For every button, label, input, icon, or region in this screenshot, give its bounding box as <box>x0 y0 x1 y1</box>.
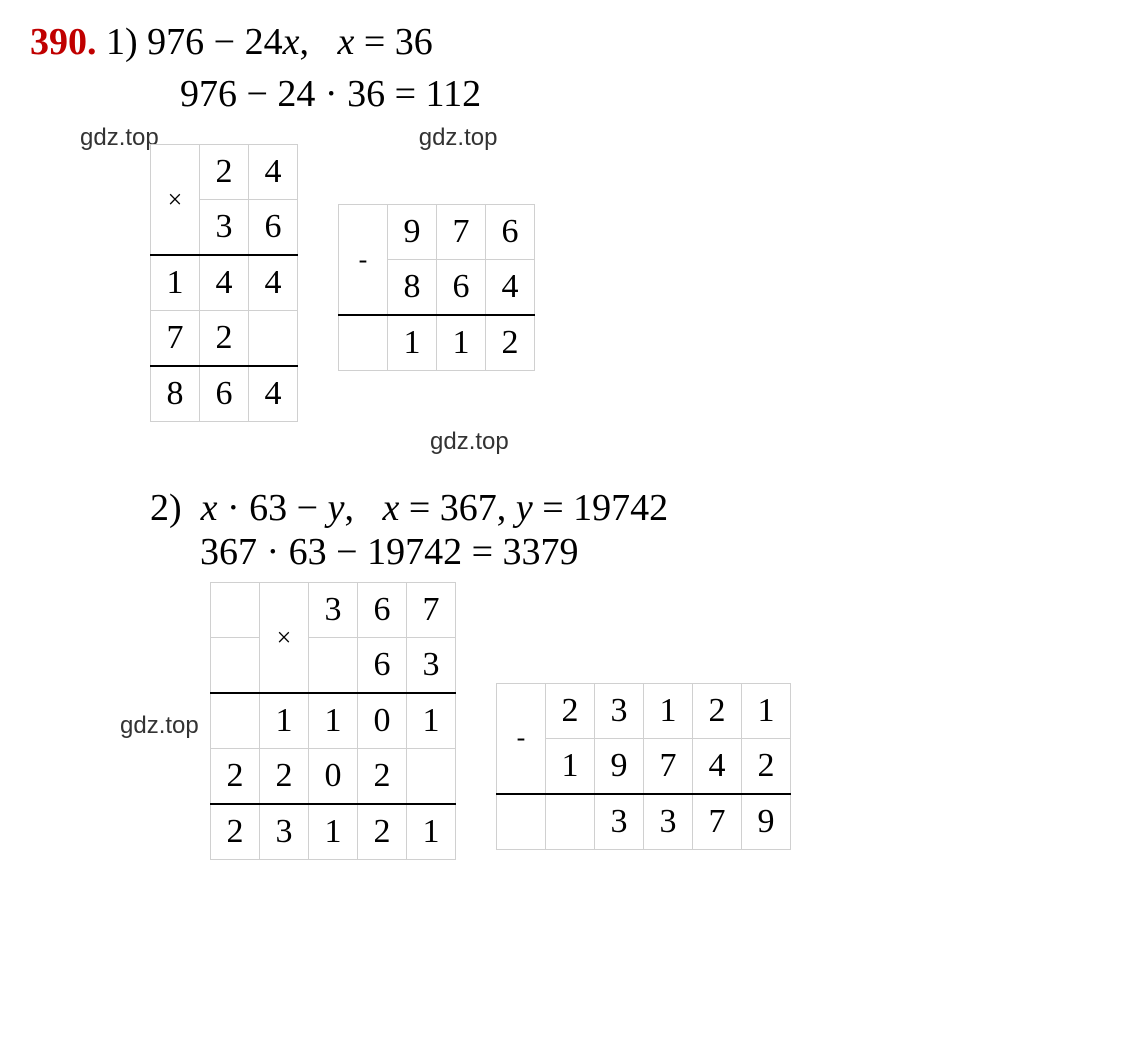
cell: 4 <box>200 255 249 311</box>
cell: 1 <box>644 683 693 738</box>
cell <box>309 638 358 694</box>
cell: 3 <box>309 583 358 638</box>
cell: 2 <box>742 738 791 794</box>
cell: 6 <box>437 260 486 316</box>
part1-eval: 976 − 24 · 36 = 112 <box>180 72 1114 116</box>
watermark: gdz.top <box>430 428 1114 456</box>
part2-mid: · 63 − <box>218 487 328 529</box>
cell: 6 <box>358 638 407 694</box>
cell: 9 <box>595 738 644 794</box>
part2-eval: 367 · 63 − 19742 = 3379 <box>200 530 1114 574</box>
cell: 7 <box>693 794 742 850</box>
cell <box>249 311 298 367</box>
cell: 4 <box>486 260 535 316</box>
cell <box>407 749 456 805</box>
cell: 8 <box>388 260 437 316</box>
part1-sub-table: - 9 7 6 8 6 4 1 1 2 <box>338 204 535 371</box>
part1-expr-lhs: 976 − 24 <box>147 21 282 63</box>
cell: 6 <box>200 366 249 422</box>
problem-number: 390. <box>30 21 97 63</box>
cell: 1 <box>407 693 456 749</box>
cell: 1 <box>388 315 437 371</box>
sub-operator: - <box>497 683 546 794</box>
part2-mult-table: × 3 6 7 6 3 1 1 0 1 2 2 0 2 <box>210 582 456 860</box>
cell: 4 <box>693 738 742 794</box>
part1-comma: , <box>299 21 309 63</box>
part2-label: 2) <box>150 487 182 529</box>
cell: 1 <box>309 804 358 860</box>
watermark: gdz.top <box>80 124 159 152</box>
part2-cond-x-rhs: = 367, <box>399 487 515 529</box>
cell: 4 <box>249 255 298 311</box>
cell: 3 <box>644 794 693 850</box>
cell: 1 <box>742 683 791 738</box>
cell: 3 <box>200 200 249 256</box>
watermark: gdz.top <box>120 712 220 740</box>
cell: 2 <box>693 683 742 738</box>
cell: 2 <box>358 804 407 860</box>
cell: 0 <box>358 693 407 749</box>
cell: 8 <box>151 366 200 422</box>
cell: 7 <box>407 583 456 638</box>
sub-operator: - <box>339 205 388 316</box>
cell: 2 <box>200 311 249 367</box>
cell: 2 <box>358 749 407 805</box>
mult-operator: × <box>151 145 200 256</box>
part2-header: 2) x · 63 − y, x = 367, y = 19742 <box>150 486 1114 530</box>
cell: 3 <box>595 794 644 850</box>
cell <box>339 315 388 371</box>
part1-var-x: x <box>283 21 300 63</box>
cell <box>497 794 546 850</box>
part2-cond-y-rhs: = 19742 <box>533 487 668 529</box>
cell <box>546 794 595 850</box>
cell: 3 <box>407 638 456 694</box>
part1-header: 390. 1) 976 − 24x, x = 36 <box>30 20 1114 64</box>
cell: 3 <box>595 683 644 738</box>
cell: 1 <box>309 693 358 749</box>
cell: 2 <box>486 315 535 371</box>
cell: 0 <box>309 749 358 805</box>
watermark: gdz.top <box>419 124 498 152</box>
cell: 2 <box>211 804 260 860</box>
cell: 4 <box>249 145 298 200</box>
mult-operator: × <box>260 583 309 694</box>
part2-var-x: x <box>201 487 218 529</box>
part1-label: 1) <box>106 21 138 63</box>
cell: 1 <box>407 804 456 860</box>
cell: 2 <box>546 683 595 738</box>
part1-cond-eq: = 36 <box>354 21 432 63</box>
part1-cond-lhs: x <box>337 21 354 63</box>
cell: 3 <box>260 804 309 860</box>
cell: 7 <box>437 205 486 260</box>
cell: 1 <box>260 693 309 749</box>
part2-sub-table: - 2 3 1 2 1 1 9 7 4 2 3 3 7 9 <box>496 683 791 850</box>
part2-cond-y-lhs: y <box>516 487 533 529</box>
cell: 7 <box>151 311 200 367</box>
part2-cond-x-lhs: x <box>383 487 400 529</box>
cell: 9 <box>742 794 791 850</box>
part1-mult-table: × 2 4 3 6 1 4 4 7 2 8 6 4 <box>150 144 298 422</box>
cell: 2 <box>260 749 309 805</box>
cell: 6 <box>249 200 298 256</box>
cell: 2 <box>200 145 249 200</box>
cell: 1 <box>151 255 200 311</box>
cell: 9 <box>388 205 437 260</box>
part2-var-y: y <box>328 487 345 529</box>
cell <box>211 638 260 694</box>
cell: 2 <box>211 749 260 805</box>
cell: 1 <box>546 738 595 794</box>
cell: 7 <box>644 738 693 794</box>
part2-comma: , <box>345 487 355 529</box>
cell <box>211 583 260 638</box>
cell: 6 <box>358 583 407 638</box>
cell: 1 <box>437 315 486 371</box>
cell: 4 <box>249 366 298 422</box>
cell: 6 <box>486 205 535 260</box>
